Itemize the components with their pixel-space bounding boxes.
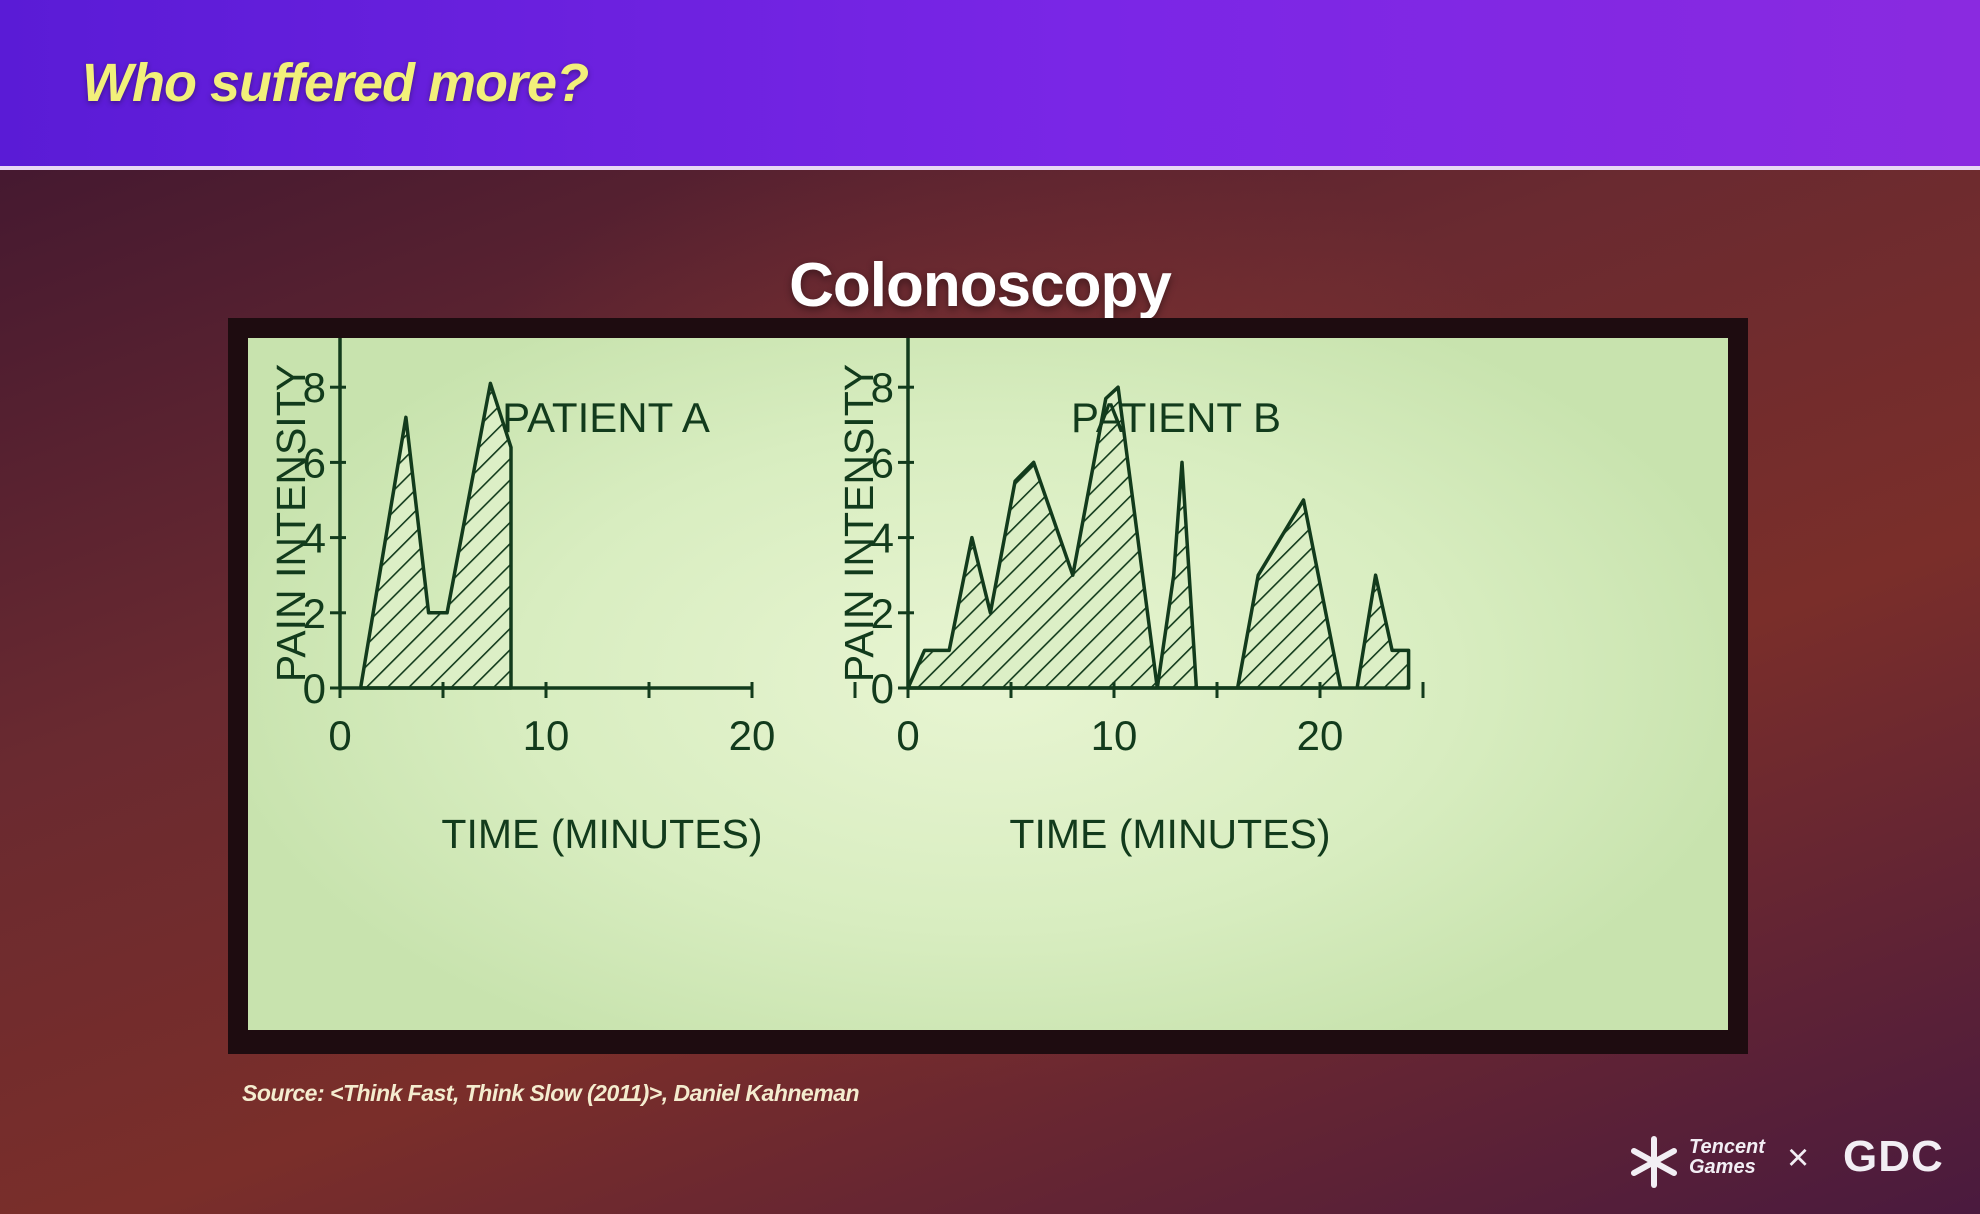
patient-b-title: PATIENT B bbox=[1071, 394, 1281, 441]
patient-b-x-tick-label: 10 bbox=[1091, 712, 1138, 759]
patient-a-x-tick-label: 20 bbox=[729, 712, 776, 759]
patient-a-y-tick-label: 2 bbox=[303, 590, 326, 637]
logos: Tencent Games × GDC bbox=[1625, 1125, 1945, 1195]
patient-b-y-tick-label: 6 bbox=[871, 439, 894, 486]
patient-a-y-axis-label: PAIN INTENSITY bbox=[268, 364, 314, 682]
games-text: Games bbox=[1689, 1156, 1756, 1178]
patient-a-y-tick-label: 8 bbox=[303, 364, 326, 411]
patient-b-x-tick-label: 20 bbox=[1297, 712, 1344, 759]
tencent-games-logo-icon bbox=[1631, 1136, 1677, 1188]
gdc-logo: GDC bbox=[1843, 1132, 1944, 1181]
patient-b-y-tick-label: 4 bbox=[871, 515, 894, 562]
patient-b-y-axis-label: PAIN INTENSITY bbox=[836, 364, 882, 682]
patient-a-x-tick-label: 10 bbox=[523, 712, 570, 759]
source-citation: Source: <Think Fast, Think Slow (2011)>,… bbox=[242, 1080, 860, 1106]
tencent-text: Tencent bbox=[1689, 1136, 1765, 1158]
patient-a-title: PATIENT A bbox=[502, 394, 710, 441]
patient-b-x-axis-label: TIME (MINUTES) bbox=[1009, 811, 1330, 857]
patient-b-y-tick-label: 0 bbox=[871, 665, 894, 712]
patient-a-x-axis-label: TIME (MINUTES) bbox=[441, 811, 762, 857]
patient-a-y-tick-label: 6 bbox=[303, 439, 326, 486]
logo-separator: × bbox=[1787, 1137, 1810, 1179]
slide-title: Who suffered more? bbox=[82, 53, 589, 113]
patient-a-y-tick-label: 0 bbox=[303, 665, 326, 712]
title-divider bbox=[0, 166, 1980, 170]
patient-a-pain-area bbox=[358, 381, 513, 690]
patient-b-x-tick-label: 0 bbox=[896, 712, 919, 759]
patient-a-x-tick-label: 0 bbox=[328, 712, 351, 759]
patient-a-y-tick-label: 4 bbox=[303, 515, 326, 562]
patient-b-y-tick-label: 8 bbox=[871, 364, 894, 411]
chart-heading: Colonoscopy bbox=[789, 251, 1172, 320]
patient-b-pain-area bbox=[906, 385, 1411, 690]
patient-b-y-tick-label: 2 bbox=[871, 590, 894, 637]
tencent-games-wordmark: Tencent Games bbox=[1689, 1137, 1765, 1177]
title-band bbox=[0, 0, 1980, 166]
